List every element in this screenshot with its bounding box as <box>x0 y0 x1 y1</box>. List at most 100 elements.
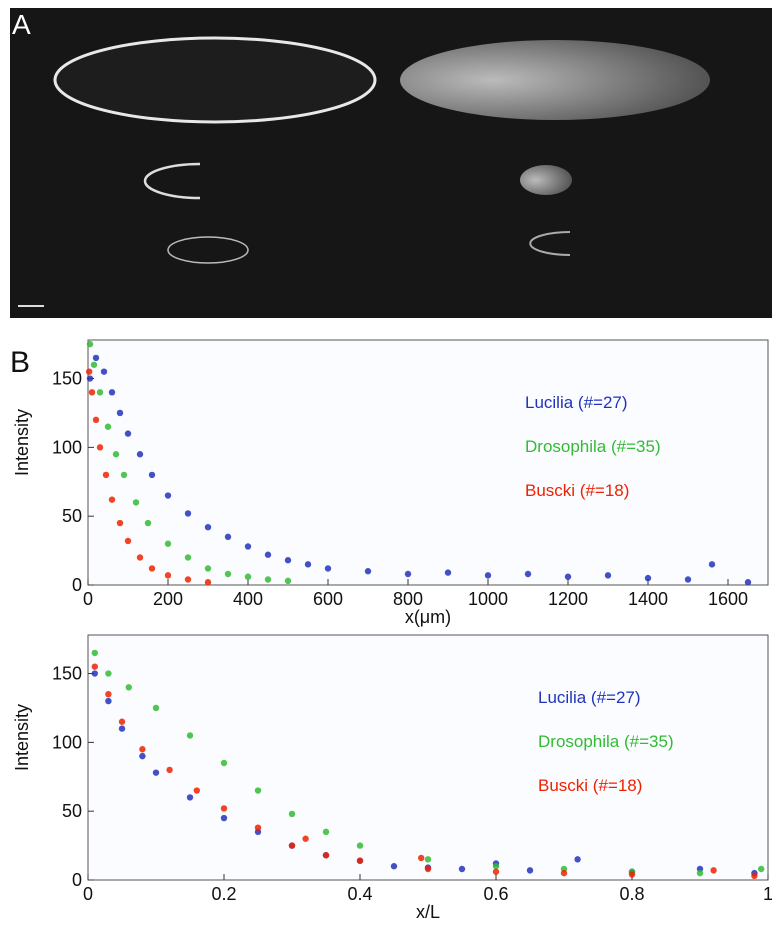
x-tick-label: 0 <box>83 589 93 609</box>
x-tick-label: 1400 <box>628 589 668 609</box>
data-point <box>758 865 765 873</box>
data-point <box>118 718 126 725</box>
data-point <box>526 867 534 874</box>
data-point <box>139 746 146 753</box>
data-point <box>86 340 94 348</box>
data-point <box>564 573 572 580</box>
data-point <box>404 570 412 578</box>
data-point <box>166 766 173 774</box>
data-point <box>86 368 93 375</box>
data-point <box>390 863 398 870</box>
data-point <box>86 375 94 382</box>
panel-label: A <box>12 9 31 40</box>
data-point <box>116 409 124 417</box>
data-point <box>186 732 194 739</box>
x-tick-label: 600 <box>313 589 343 609</box>
y-tick-label: 150 <box>52 369 82 389</box>
data-point <box>288 842 296 849</box>
data-point <box>186 794 194 801</box>
data-point <box>264 551 272 558</box>
data-point <box>105 690 112 698</box>
data-point <box>184 576 192 583</box>
data-point <box>574 856 581 863</box>
data-point <box>628 871 636 878</box>
data-point <box>92 354 100 362</box>
y-tick-label: 0 <box>72 575 82 595</box>
data-point <box>604 572 612 579</box>
y-tick-label: 50 <box>62 801 82 821</box>
data-point <box>424 856 432 863</box>
data-point <box>184 510 192 517</box>
data-point <box>264 576 272 583</box>
y-tick-label: 50 <box>62 506 82 526</box>
data-point <box>492 868 500 875</box>
legend-entry: Buscki (#=18) <box>525 481 629 500</box>
data-point <box>220 759 228 767</box>
data-point <box>284 557 292 564</box>
data-point <box>364 568 372 575</box>
data-point <box>148 565 156 572</box>
data-point <box>284 577 292 585</box>
x-tick-label: 0 <box>83 884 93 904</box>
data-point <box>144 519 152 527</box>
data-point <box>244 573 252 580</box>
data-point <box>108 496 116 503</box>
data-point <box>152 704 160 712</box>
data-point <box>148 471 156 479</box>
data-point <box>120 471 128 479</box>
x-tick-label: 0.6 <box>483 884 508 904</box>
data-point <box>204 579 212 586</box>
data-point <box>710 867 717 874</box>
data-point <box>288 810 296 818</box>
data-point <box>91 670 99 677</box>
x-tick-label: 1200 <box>548 589 588 609</box>
data-point <box>100 368 108 375</box>
legend-entry: Drosophila (#=35) <box>538 732 674 751</box>
data-point <box>125 684 132 691</box>
data-point <box>132 499 140 506</box>
data-point <box>708 561 716 568</box>
data-point <box>92 416 100 424</box>
data-point <box>444 569 452 576</box>
data-point <box>254 824 262 831</box>
x-tick-label: 200 <box>153 589 183 609</box>
panel-a-image: A <box>10 8 772 318</box>
data-point <box>424 865 432 873</box>
embryo <box>167 236 249 264</box>
legend-entry: Lucilia (#=27) <box>538 688 641 707</box>
data-point <box>96 389 104 396</box>
data-point <box>524 570 532 578</box>
data-point <box>164 540 172 547</box>
data-point <box>324 565 332 572</box>
x-tick-label: 800 <box>393 589 423 609</box>
data-point <box>744 579 752 586</box>
data-point <box>204 565 212 572</box>
data-point <box>204 523 212 531</box>
data-point <box>193 787 200 794</box>
data-point <box>102 471 110 479</box>
data-point <box>136 554 144 561</box>
embryo <box>400 40 710 120</box>
y-tick-label: 100 <box>52 732 82 752</box>
x-tick-label: 0.4 <box>347 884 372 904</box>
data-point <box>220 814 228 822</box>
x-tick-label: 0.2 <box>211 884 236 904</box>
data-point <box>492 863 500 870</box>
data-point <box>104 423 112 430</box>
data-point <box>118 725 126 732</box>
y-axis-label: Intensity <box>12 704 32 771</box>
legend-entry: Drosophila (#=35) <box>525 437 661 456</box>
data-point <box>116 519 124 527</box>
data-point <box>91 649 99 657</box>
data-point <box>224 533 232 541</box>
data-point <box>322 852 330 859</box>
data-point <box>244 543 252 550</box>
data-point <box>356 842 364 849</box>
x-tick-label: 1 <box>763 884 772 904</box>
x-tick-label: 1600 <box>708 589 748 609</box>
data-point <box>152 769 160 776</box>
panel-label: B <box>10 346 30 379</box>
